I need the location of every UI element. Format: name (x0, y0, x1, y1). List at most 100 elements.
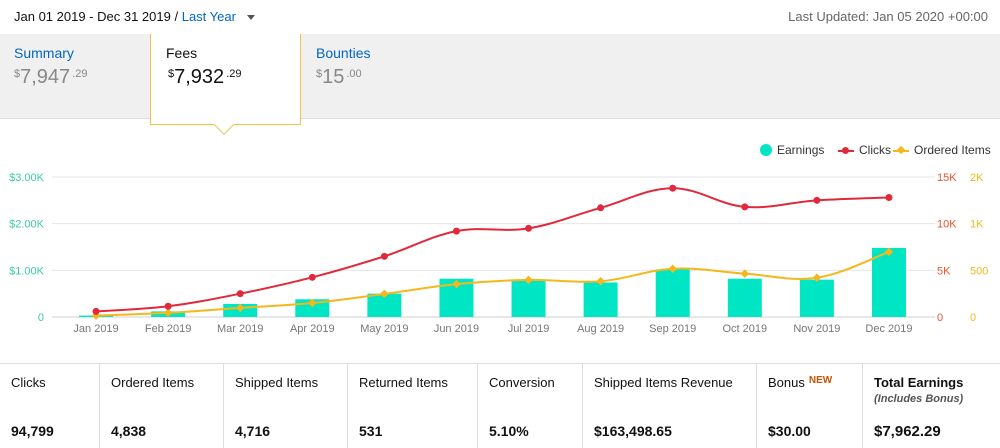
tab-bounties-label: Bounties (316, 45, 371, 61)
x-axis-tick-label: Jan 2019 (73, 323, 118, 335)
new-badge: NEW (808, 375, 833, 386)
legend-clicks-label: Clicks (859, 143, 891, 157)
earnings-bar (727, 278, 762, 317)
tab-bounties[interactable]: Bounties $15.00 (302, 34, 452, 119)
legend-ordered-label: Ordered Items (914, 143, 991, 157)
clicks-axis-tick-label: 0 (937, 312, 943, 324)
earnings-bar (799, 279, 834, 317)
legend-earnings-swatch (760, 144, 772, 156)
x-axis-tick-label: Feb 2019 (145, 323, 191, 335)
clicks-axis-tick-label: 15K (937, 172, 957, 184)
date-range-selector[interactable]: Jan 01 2019 - Dec 31 2019 / Last Year (14, 9, 255, 24)
stat-clicks: Clicks 94,799 (0, 364, 100, 448)
x-axis-tick-label: Oct 2019 (722, 323, 767, 335)
stat-value: 5.10% (489, 423, 529, 439)
stat-label: Conversion (489, 375, 555, 390)
ordered-items-point (163, 308, 173, 318)
stat-value: $30.00 (768, 423, 811, 439)
x-axis-tick-label: Jun 2019 (434, 323, 479, 335)
chart-plot: 0 $1.00K $2.00K $3.00K 0 5K 10K 15K 0 500 1K 2K Jan … (9, 172, 988, 335)
stat-label: Ordered Items (111, 375, 195, 390)
amount-cents: .00 (346, 68, 362, 80)
amount-whole: 15 (322, 66, 345, 88)
clicks-point (741, 203, 749, 211)
stat-label: Shipped Items Revenue (594, 375, 733, 390)
x-axis-tick-label: Aug 2019 (577, 323, 624, 335)
amount-whole: 7,947 (20, 66, 71, 88)
amount-cents: .29 (72, 68, 88, 80)
x-axis-tick-label: Apr 2019 (290, 323, 335, 335)
x-axis-tick-label: Jul 2019 (508, 323, 550, 335)
clicks-point (92, 307, 100, 315)
legend-clicks-dot (842, 147, 849, 154)
stat-sublabel: (Includes Bonus) (874, 393, 964, 405)
chart-legend: Earnings Clicks Ordered Items (760, 143, 991, 158)
tab-summary-amount: $7,947.29 (14, 66, 87, 89)
tab-summary-label: Summary (14, 45, 74, 61)
currency-symbol: $ (168, 68, 175, 80)
stat-shipped-revenue: Shipped Items Revenue $163,498.65 (583, 364, 757, 448)
date-range-text: Jan 01 2019 - Dec 31 2019 (14, 9, 171, 24)
clicks-point (452, 227, 460, 235)
top-bar: Jan 01 2019 - Dec 31 2019 / Last Year La… (0, 0, 1000, 34)
amount-whole: 7,932 (174, 66, 225, 88)
clicks-point (597, 204, 605, 212)
tab-summary[interactable]: Summary $7,947.29 (0, 34, 150, 119)
earnings-bar (511, 280, 546, 317)
clicks-point (813, 196, 821, 204)
x-axis-tick-label: Mar 2019 (217, 323, 263, 335)
ordered-items-point (235, 303, 245, 313)
earnings-bar (871, 247, 906, 317)
stat-value: $7,962.29 (874, 423, 941, 440)
earnings-bar (655, 269, 690, 317)
summary-tabs: Summary $7,947.29 Fees $7,932.29 Bountie… (0, 34, 1000, 125)
stat-ordered-items: Ordered Items 4,838 (100, 364, 224, 448)
amount-cents: .29 (226, 68, 242, 80)
x-axis-tick-label: Nov 2019 (793, 323, 840, 335)
currency-symbol: $ (316, 68, 323, 80)
tab-fees[interactable]: Fees $7,932.29 (150, 34, 301, 125)
clicks-point (164, 302, 172, 310)
ordered-items-point (308, 298, 317, 308)
last-updated-text: Last Updated: Jan 05 2020 +00:00 (788, 9, 988, 24)
stat-value: 531 (359, 423, 383, 439)
stat-label: Clicks (11, 375, 46, 390)
stat-total-earnings: Total Earnings (Includes Bonus) $7,962.2… (863, 364, 1000, 448)
earnings-bar (367, 293, 402, 317)
ordered-items-point (380, 289, 389, 299)
tab-fees-label: Fees (166, 45, 198, 61)
ordered-axis-tick-label: 500 (970, 265, 988, 277)
earnings-bar (583, 282, 618, 317)
stat-value: 4,838 (111, 423, 147, 439)
clicks-point (669, 184, 677, 192)
period-dropdown[interactable]: Last Year (181, 9, 236, 24)
clicks-point (236, 290, 244, 298)
x-axis-tick-label: Dec 2019 (865, 323, 912, 335)
stat-label: Shipped Items (235, 375, 319, 390)
earnings-chart: Earnings Clicks Ordered Items 0 $1.00K $2.… (0, 119, 1000, 363)
clicks-point (308, 273, 316, 281)
x-axis-tick-label: May 2019 (360, 323, 408, 335)
stat-shipped-items: Shipped Items 4,716 (224, 364, 348, 448)
ordered-axis-tick-label: 2K (970, 172, 984, 184)
stat-bonus-label: Bonus (768, 375, 805, 390)
clicks-axis-tick-label: 10K (937, 219, 957, 231)
clicks-point (885, 194, 893, 202)
date-range-separator: / (174, 9, 179, 24)
earnings-axis-tick-label: $2.00K (9, 219, 45, 231)
earnings-axis-tick-label: $1.00K (9, 265, 45, 277)
stat-value: 4,716 (235, 423, 271, 439)
clicks-axis-tick-label: 5K (937, 265, 951, 277)
clicks-point (525, 224, 533, 232)
tab-bounties-amount: $15.00 (316, 66, 362, 89)
stat-value: 94,799 (11, 423, 54, 439)
stat-label: Returned Items (359, 375, 448, 390)
earnings-axis-tick-label: 0 (38, 312, 44, 324)
stat-label: Total Earnings (874, 375, 964, 390)
stat-conversion: Conversion 5.10% (478, 364, 583, 448)
stat-value: $163,498.65 (594, 423, 672, 439)
chevron-down-icon[interactable] (246, 15, 255, 21)
stat-label: Bonus NEW (768, 375, 832, 390)
stats-bar: Clicks 94,799 Ordered Items 4,838 Shippe… (0, 363, 1000, 448)
clicks-line (95, 187, 889, 313)
